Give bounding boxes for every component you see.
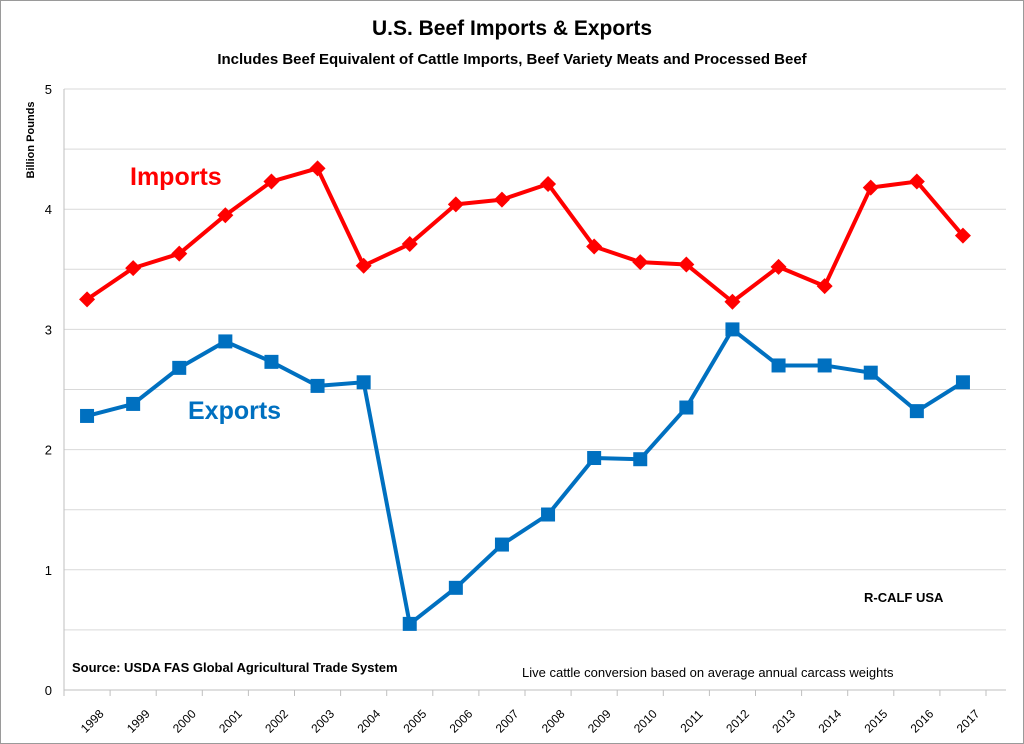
data-point-imports <box>125 260 142 277</box>
legend-exports: Exports <box>188 397 281 425</box>
data-point-exports <box>494 537 509 552</box>
data-point-imports <box>217 207 234 224</box>
x-tick-label: 2013 <box>769 707 798 736</box>
data-point-imports <box>770 258 787 275</box>
series-line-exports <box>86 327 965 626</box>
data-point-exports <box>541 507 556 522</box>
data-point-imports <box>263 173 280 190</box>
x-tick-label: 2011 <box>677 707 705 735</box>
data-point-exports <box>863 365 878 380</box>
y-tick-label: 4 <box>45 202 52 217</box>
data-point-exports <box>448 580 463 595</box>
data-point-imports <box>954 227 971 244</box>
x-tick-label: 2012 <box>723 707 752 736</box>
x-tick-label: 2000 <box>170 707 199 736</box>
x-tick-label: 1998 <box>78 707 107 736</box>
x-tick-label: 2009 <box>585 707 614 736</box>
data-point-exports <box>356 375 371 390</box>
series-line-imports <box>85 166 965 304</box>
data-point-exports <box>126 396 141 411</box>
chart-title: U.S. Beef Imports & Exports <box>372 17 652 40</box>
x-tick-label: 2004 <box>354 707 383 736</box>
x-tick-label: 2017 <box>954 707 983 736</box>
x-tick-label: 2001 <box>216 707 245 736</box>
note-label: Live cattle conversion based on average … <box>522 665 894 680</box>
y-tick-label: 2 <box>45 443 52 458</box>
x-tick-label: 2008 <box>539 707 568 736</box>
y-axis-label: Billion Pounds <box>25 102 37 179</box>
data-point-imports <box>724 293 741 310</box>
data-point-imports <box>171 245 188 262</box>
data-point-exports <box>172 360 187 375</box>
y-tick-label: 5 <box>45 82 52 97</box>
x-tick-label: 2006 <box>447 707 476 736</box>
data-point-exports <box>264 354 279 369</box>
data-point-exports <box>909 404 924 419</box>
data-point-exports <box>310 378 325 393</box>
data-point-exports <box>725 322 740 337</box>
data-point-exports <box>955 375 970 390</box>
data-point-imports <box>632 254 649 271</box>
x-tick-label: 2002 <box>262 707 291 736</box>
org-label: R-CALF USA <box>864 590 944 605</box>
legend-imports: Imports <box>130 163 222 191</box>
data-point-exports <box>633 452 648 467</box>
data-point-exports <box>218 334 233 349</box>
chart-subtitle: Includes Beef Equivalent of Cattle Impor… <box>217 51 807 68</box>
data-point-imports <box>540 175 557 192</box>
data-point-imports <box>401 236 418 253</box>
data-point-exports <box>771 358 786 373</box>
data-point-imports <box>816 278 833 295</box>
y-tick-label: 1 <box>45 563 52 578</box>
data-point-imports <box>309 160 326 177</box>
data-point-imports <box>79 291 96 308</box>
x-tick-label: 2016 <box>908 707 937 736</box>
y-tick-label: 3 <box>45 322 52 337</box>
data-point-exports <box>402 616 417 631</box>
data-point-imports <box>678 256 695 273</box>
data-point-imports <box>908 173 925 190</box>
data-point-exports <box>679 400 694 415</box>
x-tick-label: 2014 <box>815 707 844 736</box>
data-point-exports <box>817 358 832 373</box>
x-tick-label: 1999 <box>124 707 153 736</box>
data-point-imports <box>355 257 372 274</box>
x-tick-label: 2015 <box>862 707 891 736</box>
data-point-imports <box>862 179 879 196</box>
x-tick-label: 2007 <box>493 707 522 736</box>
x-tick-label: 2005 <box>401 707 430 736</box>
source-label: Source: USDA FAS Global Agricultural Tra… <box>72 660 398 675</box>
x-tick-label: 2003 <box>308 707 337 736</box>
data-point-imports <box>447 196 464 213</box>
data-point-imports <box>586 238 603 255</box>
y-tick-label: 0 <box>45 683 52 698</box>
x-tick-label: 2010 <box>631 707 660 736</box>
data-point-exports <box>80 408 95 423</box>
data-point-exports <box>587 451 602 466</box>
data-point-imports <box>493 191 510 208</box>
